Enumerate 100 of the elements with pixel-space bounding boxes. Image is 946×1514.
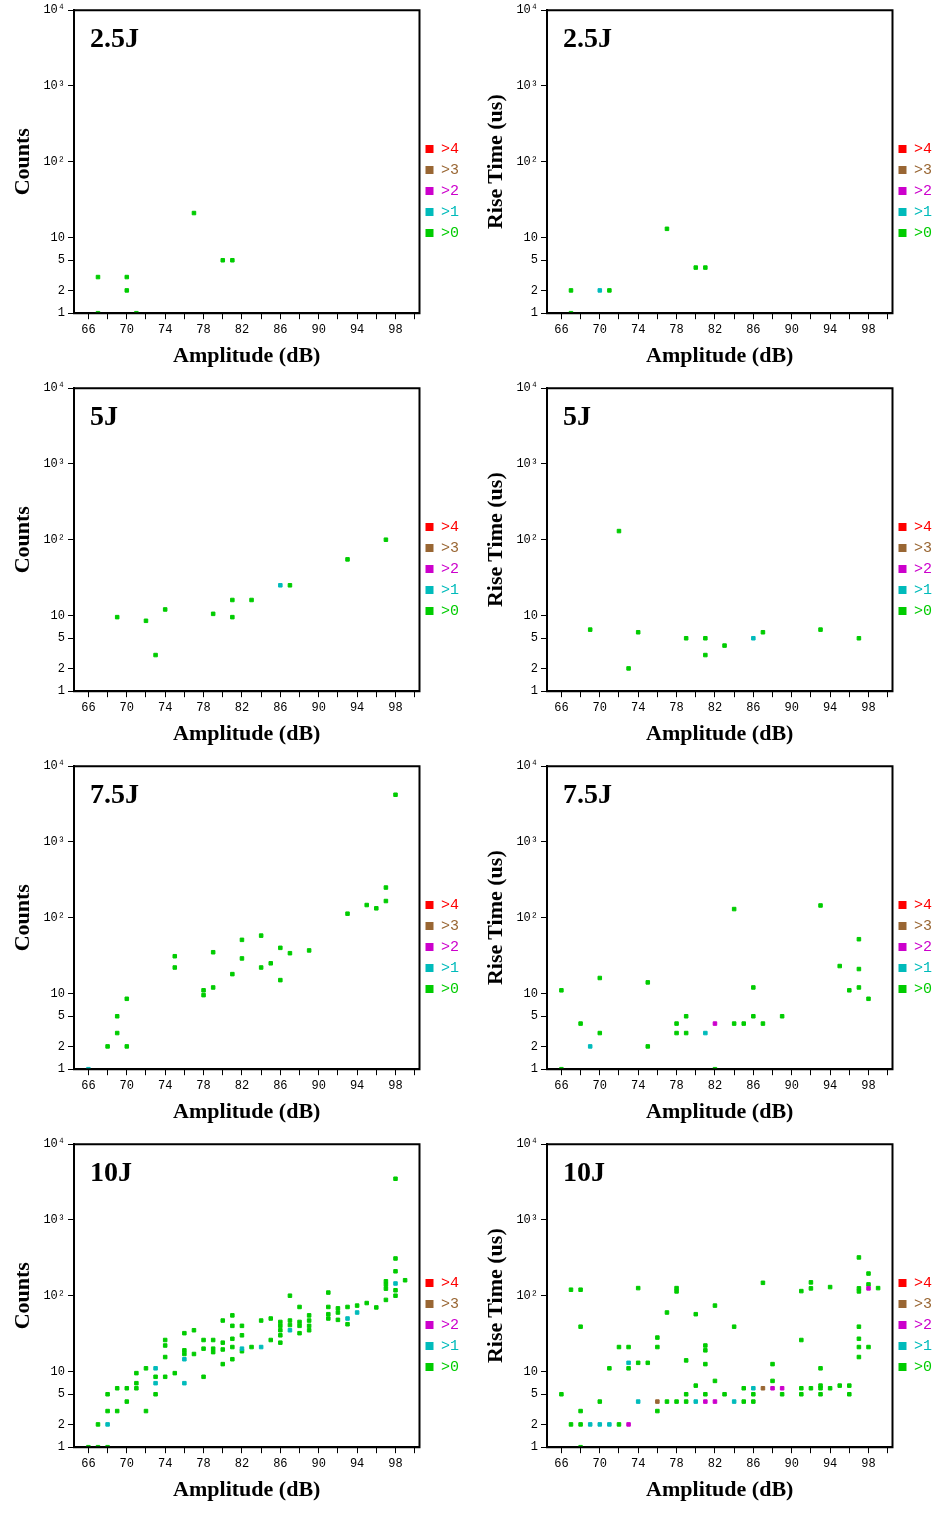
x-tick-label: 94 [822, 1456, 838, 1471]
y-tick-label: 2 [57, 1039, 65, 1054]
y-tick-label: 10⁴ [43, 381, 65, 396]
x-axis-title: Amplitude (dB) [173, 1476, 321, 1502]
y-tick-label: 10 [523, 986, 538, 1001]
y-tick-label: 2 [57, 661, 65, 676]
x-axis-title: Amplitude (dB) [646, 342, 794, 368]
y-tick-label: 10⁴ [516, 381, 538, 396]
x-tick-label: 74 [157, 322, 173, 337]
x-tick-label: 98 [388, 322, 403, 337]
x-axis-title: Amplitude (dB) [173, 720, 321, 746]
legend-label: >3 [441, 161, 460, 179]
x-tick-label: 86 [746, 1078, 761, 1093]
y-tick-label: 2 [530, 1417, 538, 1432]
legend-label: >2 [914, 1316, 933, 1334]
x-tick-label: 90 [311, 1456, 326, 1471]
x-tick-label: 94 [822, 1078, 838, 1093]
x-tick-label: 94 [349, 1456, 365, 1471]
legend-label: >0 [441, 224, 460, 242]
y-tick-label: 1 [57, 306, 65, 321]
y-tick-label: 10³ [43, 457, 65, 472]
y-tick-label: 10⁴ [516, 3, 538, 18]
legend-label: >4 [441, 518, 460, 536]
x-tick-label: 86 [273, 700, 288, 715]
x-tick-label: 70 [119, 322, 134, 337]
y-tick-label: 10 [523, 230, 538, 245]
legend-label: >1 [914, 581, 933, 599]
y-tick-label: 10³ [516, 1213, 538, 1228]
legend-label: >1 [914, 203, 933, 221]
x-tick-label: 90 [311, 1078, 326, 1093]
y-tick-label: 2 [57, 283, 65, 298]
y-tick-label: 2 [530, 283, 538, 298]
y-tick-label: 10 [523, 1364, 538, 1379]
x-tick-label: 70 [592, 700, 607, 715]
x-tick-label: 66 [554, 1078, 569, 1093]
x-tick-label: 90 [311, 700, 326, 715]
y-axis-title: Rise Time (us) [481, 850, 507, 986]
x-tick-label: 90 [311, 322, 326, 337]
x-tick-label: 98 [388, 1078, 403, 1093]
legend-label: >3 [914, 161, 933, 179]
x-tick-label: 74 [630, 322, 646, 337]
chart-title: 10J [563, 1156, 605, 1188]
legend-label: >2 [441, 938, 460, 956]
y-tick-label: 10 [50, 230, 65, 245]
x-tick-label: 86 [746, 700, 761, 715]
legend-label: >4 [441, 140, 460, 158]
x-tick-label: 90 [784, 322, 799, 337]
x-tick-label: 82 [707, 1078, 723, 1093]
x-axis-title: Amplitude (dB) [646, 1098, 794, 1124]
x-tick-label: 90 [784, 700, 799, 715]
y-tick-label: 5 [530, 1009, 538, 1024]
legend-label: >0 [914, 602, 933, 620]
chart-title: 2.5J [90, 22, 139, 54]
y-axis-title: Counts [8, 505, 34, 574]
x-tick-label: 66 [554, 322, 569, 337]
y-axis-title: Rise Time (us) [481, 472, 507, 608]
y-tick-label: 10 [50, 608, 65, 623]
x-tick-label: 94 [822, 322, 838, 337]
y-tick-label: 10² [516, 532, 538, 547]
x-tick-label: 70 [119, 1456, 134, 1471]
x-tick-label: 90 [784, 1078, 799, 1093]
legend-label: >0 [914, 224, 933, 242]
x-tick-label: 98 [861, 1456, 876, 1471]
x-tick-label: 78 [669, 700, 684, 715]
x-tick-label: 98 [388, 700, 403, 715]
x-tick-label: 82 [707, 322, 723, 337]
x-tick-label: 94 [349, 322, 365, 337]
legend-label: >0 [441, 1358, 460, 1376]
x-tick-label: 98 [388, 1456, 403, 1471]
y-axis-title: Counts [8, 127, 34, 196]
x-tick-label: 86 [273, 1078, 288, 1093]
y-tick-label: 10⁴ [43, 3, 65, 18]
legend-label: >4 [914, 896, 933, 914]
y-tick-label: 5 [530, 1387, 538, 1402]
y-tick-label: 1 [57, 684, 65, 699]
y-tick-label: 10² [43, 1288, 65, 1303]
y-tick-label: 1 [57, 1440, 65, 1455]
chart-title: 7.5J [90, 778, 139, 810]
x-tick-label: 66 [81, 1456, 96, 1471]
x-tick-label: 78 [669, 322, 684, 337]
legend-label: >0 [441, 602, 460, 620]
legend-label: >2 [914, 182, 933, 200]
chart-title: 2.5J [563, 22, 612, 54]
x-axis-title: Amplitude (dB) [173, 1098, 321, 1124]
x-tick-label: 94 [822, 700, 838, 715]
chart-title: 7.5J [563, 778, 612, 810]
y-axis-title: Counts [8, 883, 34, 952]
x-tick-label: 74 [630, 1078, 646, 1093]
x-tick-label: 74 [157, 700, 173, 715]
legend-label: >4 [914, 518, 933, 536]
x-tick-label: 82 [234, 700, 250, 715]
x-tick-label: 70 [592, 1078, 607, 1093]
x-tick-label: 74 [630, 1456, 646, 1471]
x-tick-label: 70 [592, 1456, 607, 1471]
y-tick-label: 10² [516, 154, 538, 169]
x-tick-label: 94 [349, 700, 365, 715]
x-tick-label: 78 [196, 700, 211, 715]
legend-label: >1 [441, 581, 460, 599]
y-tick-label: 1 [530, 1062, 538, 1077]
legend-label: >4 [441, 896, 460, 914]
